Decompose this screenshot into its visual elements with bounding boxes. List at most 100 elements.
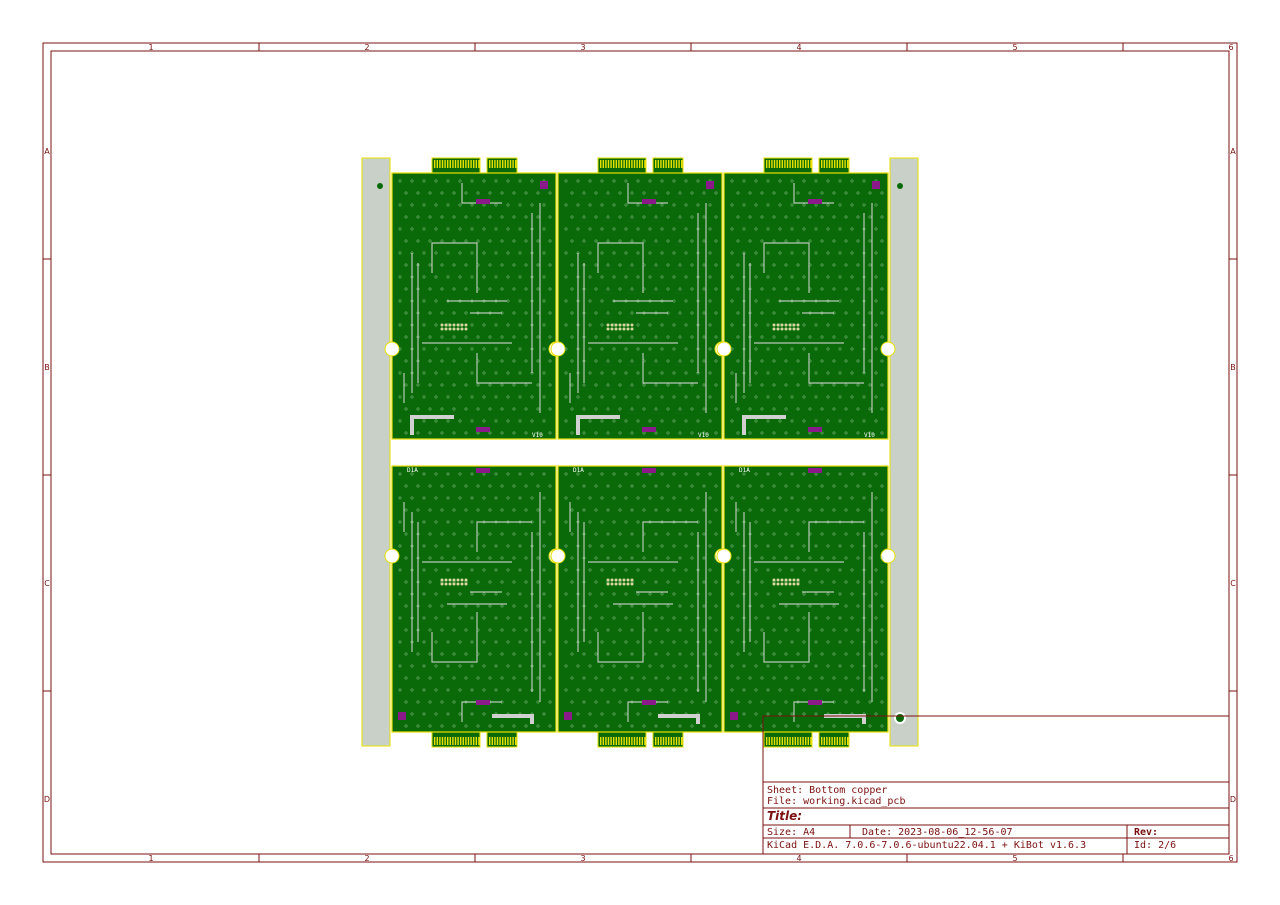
via: [660, 395, 664, 399]
connector-finger: [805, 160, 807, 168]
connector-finger: [436, 737, 438, 745]
via: [422, 323, 426, 327]
via: [476, 383, 480, 387]
via: [832, 532, 836, 536]
via: [874, 592, 878, 596]
via: [856, 239, 860, 243]
via: [476, 407, 480, 411]
via: [838, 419, 842, 423]
connector-finger: [441, 737, 444, 745]
via: [660, 227, 664, 231]
via: [648, 568, 652, 572]
via: [624, 616, 628, 620]
via: [714, 335, 718, 339]
via: [672, 616, 676, 620]
trace: [431, 612, 478, 663]
via: [642, 215, 646, 219]
via: [672, 640, 676, 644]
via: [730, 664, 734, 668]
via: [708, 496, 712, 500]
via: [654, 484, 658, 488]
row-label-right: A: [1230, 147, 1236, 156]
connector-finger: [478, 160, 480, 168]
via: [446, 592, 450, 596]
connector-finger: [839, 737, 841, 745]
via: [582, 215, 586, 219]
via: [416, 700, 420, 704]
via: [588, 520, 592, 524]
via: [880, 191, 884, 195]
via: [542, 323, 546, 327]
via: [570, 508, 574, 512]
via: [748, 407, 752, 411]
via: [536, 263, 540, 267]
via: [684, 371, 688, 375]
via: [600, 347, 604, 351]
via: [654, 191, 658, 195]
via: [636, 323, 640, 327]
via: [606, 215, 610, 219]
connector-finger: [457, 160, 459, 168]
via: [660, 419, 664, 423]
via: [404, 407, 408, 411]
via: [452, 239, 456, 243]
via: [512, 239, 516, 243]
via: [618, 383, 622, 387]
via: [594, 191, 598, 195]
via: [482, 371, 486, 375]
via: [654, 335, 658, 339]
via: [564, 640, 568, 644]
connector-finger: [452, 160, 454, 168]
via: [542, 520, 546, 524]
via: [416, 508, 420, 512]
via: [730, 688, 734, 692]
via: [398, 227, 402, 231]
via: [678, 287, 682, 291]
via: [446, 179, 450, 183]
connector-finger: [839, 160, 841, 168]
via: [696, 203, 700, 207]
connector-finger: [789, 160, 791, 168]
via: [678, 407, 682, 411]
via: [838, 371, 842, 375]
via: [708, 544, 712, 548]
connector-finger: [836, 160, 838, 168]
via: [428, 556, 432, 560]
via: [464, 239, 468, 243]
via: [862, 496, 866, 500]
connector-finger: [434, 160, 436, 168]
connector-finger: [623, 737, 625, 745]
via: [660, 371, 664, 375]
via: [714, 724, 718, 728]
via: [778, 227, 782, 231]
via: [452, 484, 456, 488]
connector-finger: [673, 737, 675, 745]
via: [754, 323, 758, 327]
smd-pad: [808, 700, 822, 705]
connector-finger: [781, 737, 783, 745]
via: [742, 496, 746, 500]
bga-via-cluster: [772, 323, 800, 331]
smd-pad: [476, 700, 490, 705]
via: [470, 203, 474, 207]
via: [606, 556, 610, 560]
via: [564, 568, 568, 572]
via: [470, 640, 474, 644]
via: [624, 472, 628, 476]
cluster-via: [784, 582, 788, 586]
via: [802, 592, 806, 596]
via: [666, 383, 670, 387]
via: [536, 407, 540, 411]
via: [784, 431, 788, 435]
cluster-via: [444, 578, 448, 582]
via: [422, 544, 426, 548]
via: [654, 580, 658, 584]
via: [482, 227, 486, 231]
via: [868, 724, 872, 728]
column-label-top: 1: [148, 43, 153, 52]
via: [760, 508, 764, 512]
cluster-via: [784, 327, 788, 331]
via: [736, 287, 740, 291]
via: [588, 568, 592, 572]
connector-finger: [620, 737, 623, 745]
